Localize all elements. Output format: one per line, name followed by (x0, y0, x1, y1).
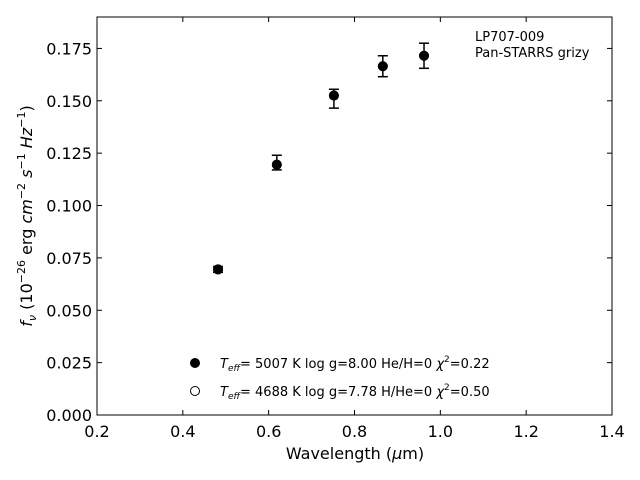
data-marks (213, 42, 430, 275)
legend: Teff= 5007 K log g=8.00 He/H=0 χ2=0.22 T… (190, 355, 490, 402)
x-tick-label: 1.0 (428, 422, 453, 441)
y-tick-label: 0.025 (46, 354, 92, 373)
annotation-star-name: LP707-009 (475, 30, 544, 45)
model-point-filled (419, 50, 430, 61)
y-tick-label: 0.125 (46, 144, 92, 163)
y-tick-label: 0.150 (46, 92, 92, 111)
y-tick-label: 0.100 (46, 197, 92, 216)
x-tick-label: 0.6 (256, 422, 281, 441)
y-tick-label: 0.075 (46, 249, 92, 268)
annotation-survey: Pan-STARRS grizy (475, 46, 590, 61)
x-axis-title: Wavelength (μm) (286, 444, 424, 463)
x-tick-label: 0.2 (84, 422, 109, 441)
legend-marker-filled (190, 358, 200, 368)
model-point-filled (213, 264, 224, 275)
y-tick-label: 0.175 (46, 39, 92, 58)
axis-ticks: 0.2 0.4 0.6 0.8 1.0 1.2 1.4 0.000 0.025 0.050 0.07… (46, 17, 625, 441)
model-point-filled (328, 90, 339, 101)
model-point-filled (377, 61, 388, 72)
legend-marker-open (190, 386, 200, 396)
legend-entry-2: Teff= 4688 K log g=7.78 H/He=0 χ2=0.50 (220, 383, 490, 402)
plot-area (96, 16, 613, 416)
x-tick-label: 0.4 (170, 422, 195, 441)
y-tick-label: 0.000 (46, 406, 92, 425)
x-tick-label: 0.8 (342, 422, 367, 441)
x-tick-label: 1.4 (599, 422, 624, 441)
legend-entry-1: Teff= 5007 K log g=8.00 He/H=0 χ2=0.22 (220, 355, 490, 374)
model-point-filled (271, 159, 282, 170)
y-axis-title: fν (10−26 erg cm−2 s−1 Hz−1) (15, 105, 39, 326)
x-tick-label: 1.2 (513, 422, 538, 441)
y-tick-label: 0.050 (46, 301, 92, 320)
